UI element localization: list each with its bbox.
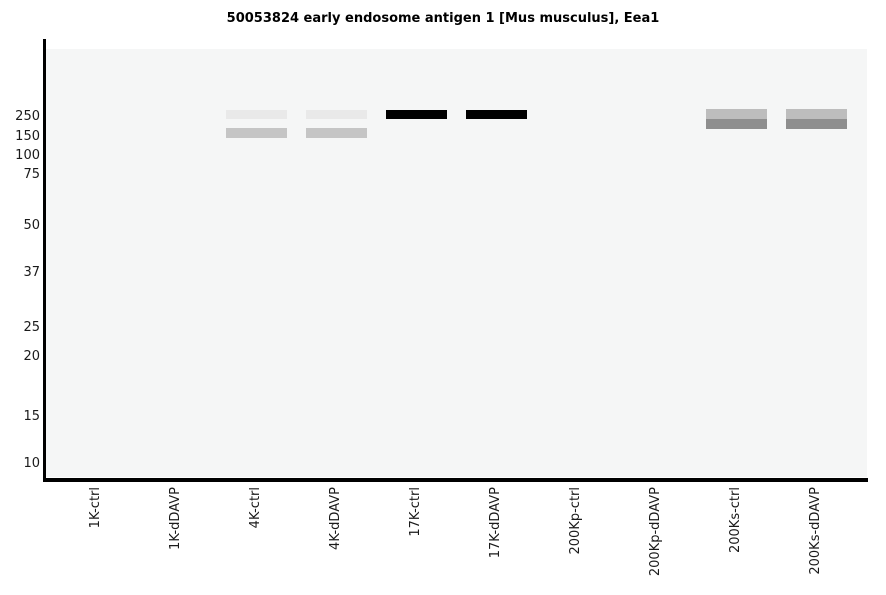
blot-band (306, 128, 367, 138)
blot-band (226, 110, 287, 119)
y-tick-label: 150 (15, 129, 40, 144)
y-tick-label: 75 (23, 167, 40, 182)
y-tick-label: 37 (23, 265, 40, 280)
blot-band (466, 110, 527, 119)
blot-band (306, 110, 367, 119)
blot-band (786, 109, 847, 119)
y-tick-label: 15 (23, 409, 40, 424)
y-tick-label: 100 (15, 148, 40, 163)
blot-band (706, 118, 767, 129)
blot-band (706, 109, 767, 119)
y-tick-label: 10 (23, 456, 40, 471)
y-tick-label: 50 (23, 218, 40, 233)
blot-band (226, 128, 287, 138)
figure-title: 50053824 early endosome antigen 1 [Mus m… (226, 11, 660, 26)
y-tick-label: 25 (23, 320, 40, 335)
y-tick-label: 20 (23, 349, 40, 364)
y-axis-spine (43, 39, 46, 482)
y-tick-label: 250 (15, 109, 40, 124)
blot-band (786, 118, 847, 129)
blot-band (386, 110, 447, 119)
x-axis-spine (43, 478, 868, 482)
